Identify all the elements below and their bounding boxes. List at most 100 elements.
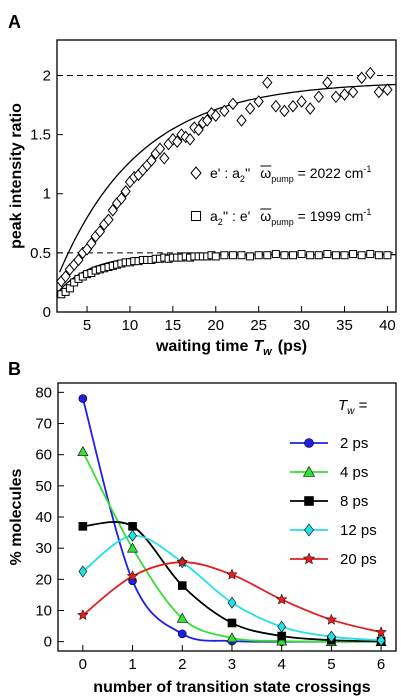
legend-pair: a — [210, 208, 218, 224]
diamond-point — [382, 83, 393, 96]
x-tick-label-a: 25 — [250, 317, 267, 334]
series-point — [227, 618, 237, 628]
plot-frame-b — [57, 382, 397, 652]
square-point — [323, 250, 332, 259]
series-point — [275, 593, 288, 605]
diamond-point — [193, 123, 204, 137]
square-point — [271, 250, 280, 259]
series-point — [327, 630, 336, 643]
series-point — [226, 632, 238, 643]
diamond-point — [270, 99, 281, 113]
x-tick-label-a: 15 — [165, 317, 182, 334]
y-tick-label-b: 50 — [35, 478, 52, 495]
legend-pair-end: '' : e' — [223, 208, 250, 224]
legend-square-marker — [191, 211, 201, 221]
diamond-point — [227, 97, 239, 111]
y-tick-label-a: 0.5 — [30, 245, 51, 262]
diamond-point — [202, 114, 213, 127]
diamond-point — [347, 85, 359, 99]
square-point — [246, 252, 255, 261]
diamond-point — [184, 133, 196, 146]
square-point — [289, 251, 298, 260]
legend-marker — [302, 552, 316, 565]
legend-label: 2 ps — [340, 435, 368, 452]
legend-exp: -1 — [363, 164, 371, 174]
chart-a: 5 10 15 20 25 30 35 40 0 0.5 1 1.5 2 waiting time Tw (p… — [8, 39, 397, 358]
diamond-point — [60, 270, 71, 283]
series-point — [78, 394, 88, 403]
square-point — [306, 251, 315, 260]
diamond-point — [373, 85, 384, 99]
square-point — [366, 250, 375, 259]
legend-omega-sub: pump — [271, 217, 294, 227]
panel-b-label: B — [8, 359, 21, 379]
legend-eq: = 1999 cm — [294, 208, 364, 224]
diamond-point — [120, 185, 131, 198]
x-axis-label-a: waiting time Tw (ps) — [155, 338, 307, 358]
y-axis-label-b: % molecules — [8, 468, 25, 565]
diamond-point — [219, 104, 230, 118]
legend-marker — [304, 438, 314, 448]
legend-label: 4 ps — [340, 464, 368, 481]
y-tick-label-b: 40 — [35, 509, 52, 526]
x-label-sub: w — [263, 346, 273, 358]
square-point — [228, 251, 237, 260]
diamond-point — [305, 102, 316, 115]
y-tick-label-b: 20 — [35, 571, 52, 588]
x-tick-label-b: 5 — [327, 656, 335, 673]
square-point — [297, 250, 306, 259]
square-point — [211, 252, 220, 261]
diamond-point — [253, 95, 264, 108]
series-point — [76, 609, 89, 621]
series-point — [276, 635, 288, 646]
series-point — [78, 522, 88, 531]
diamond-point — [356, 71, 367, 85]
square-point — [65, 284, 74, 293]
y-tick-label-a: 2 — [43, 67, 51, 84]
diamond-point — [154, 142, 166, 156]
diamond-point — [107, 204, 118, 217]
series-point — [375, 626, 387, 638]
square-point — [340, 251, 349, 260]
diamond-point — [313, 90, 324, 104]
x-tick-label-b: 3 — [228, 656, 236, 673]
diamond-point — [73, 253, 84, 267]
series-point — [128, 522, 137, 531]
diamond-point — [339, 88, 350, 101]
series-point — [226, 568, 238, 580]
diamond-point — [210, 109, 221, 122]
series-line — [82, 451, 382, 643]
square-point — [263, 251, 272, 260]
y-axis-label-a: peak intensity ratio — [8, 103, 25, 249]
x-tick-label-b: 2 — [178, 656, 186, 673]
diamond-point — [365, 66, 376, 80]
legend-label: 20 ps — [340, 551, 377, 568]
x-tick-label-a: 5 — [83, 317, 91, 334]
x-tick-label-b: 0 — [79, 656, 87, 673]
diamond-point — [279, 104, 290, 118]
x-tick-label-a: 35 — [336, 317, 353, 334]
square-point — [280, 251, 289, 260]
square-point — [374, 251, 383, 260]
series-point — [277, 620, 287, 633]
legend-eq: = 2022 cm — [294, 165, 364, 181]
y-tick-label-a: 0 — [43, 304, 51, 321]
diamond-point — [172, 135, 183, 148]
x-tick-label-b: 4 — [278, 656, 286, 673]
y-tick-label-b: 10 — [35, 602, 52, 619]
series-point — [177, 629, 187, 639]
legend-entry-a: a2'' : e' ωpump = 1999 cm-1 — [210, 207, 371, 227]
legend-omega: ω — [260, 165, 271, 181]
series-point — [78, 565, 88, 578]
x-tick-label-a: 30 — [293, 317, 310, 334]
diamond-point — [322, 76, 333, 89]
x-label-text: waiting time — [155, 338, 249, 355]
x-tick-label-b: 1 — [128, 656, 136, 673]
legend-exp: -1 — [363, 207, 371, 217]
series-point — [277, 631, 286, 641]
series-point — [126, 570, 139, 582]
legend-title-sub: w — [347, 406, 355, 417]
square-point — [237, 251, 246, 260]
